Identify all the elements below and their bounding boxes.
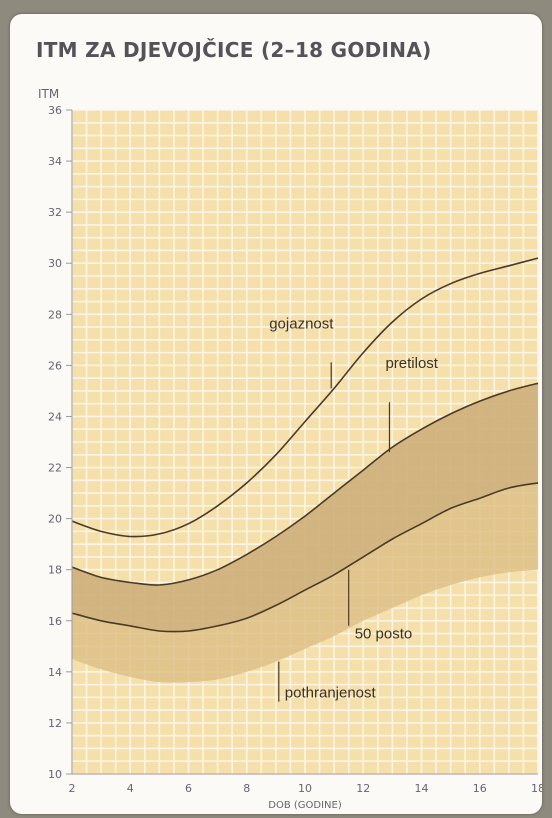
x-tick-label: 14	[415, 782, 429, 795]
chart-card: ITM ZA DJEVOJČICE (2–18 GODINA) 10 12 14 16…	[10, 14, 542, 814]
y-tick-label: 24	[48, 410, 62, 423]
x-tick-label: 12	[356, 782, 370, 795]
y-tick-label: 12	[48, 717, 62, 730]
x-tick-label: 4	[127, 782, 134, 795]
annotation-gojaznost: gojaznost	[269, 315, 334, 332]
series-line-gojaznost	[71, 257, 539, 538]
y-tick-label: 26	[48, 359, 62, 372]
x-tick-label: 6	[185, 782, 192, 795]
annotation-pothranjenost: pothranjenost	[285, 685, 377, 702]
y-tick-label: 30	[48, 257, 62, 270]
y-tick-label: 34	[48, 155, 62, 168]
y-tick-label: 18	[48, 564, 62, 577]
y-axis-title: ITM	[38, 87, 59, 101]
x-tick-label: 10	[298, 782, 312, 795]
annotation-pretilost: pretilost	[385, 355, 438, 372]
y-tick-label: 32	[48, 206, 62, 219]
chart-title: ITM ZA DJEVOJČICE (2–18 GODINA)	[36, 38, 432, 62]
upper-range-band	[72, 383, 538, 632]
x-tick-label: 18	[531, 782, 542, 795]
series-line-pretilost	[71, 382, 539, 586]
y-tick-label: 16	[48, 615, 62, 628]
y-tick-label: 14	[48, 666, 62, 679]
x-tick-label: 2	[69, 782, 76, 795]
y-tick-label: 10	[48, 768, 62, 781]
x-tick-label: 8	[243, 782, 250, 795]
annotation-50-posto: 50 posto	[355, 626, 413, 643]
y-tick-label: 36	[48, 104, 62, 117]
series-line-50-posto	[71, 482, 539, 633]
y-tick-label: 20	[48, 513, 62, 526]
y-tick-label: 28	[48, 308, 62, 321]
y-tick-label: 22	[48, 462, 62, 475]
x-axis-title: DOB (GODINE)	[268, 800, 342, 811]
x-tick-label: 16	[473, 782, 487, 795]
